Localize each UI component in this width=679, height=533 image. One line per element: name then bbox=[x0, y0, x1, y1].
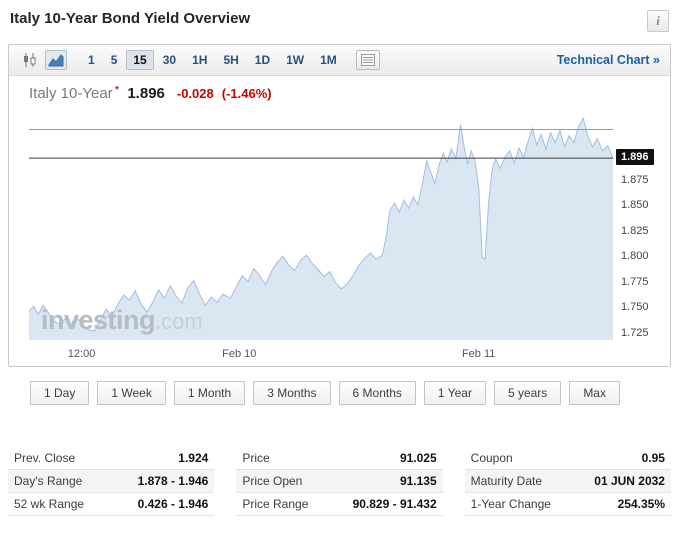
interval-button-1h[interactable]: 1H bbox=[185, 50, 214, 70]
y-axis-label: 1.875 bbox=[621, 173, 649, 186]
quote-row-price: Price 91.025 bbox=[236, 447, 443, 470]
y-axis-label: 1.750 bbox=[621, 301, 649, 314]
x-axis-label: 12:00 bbox=[67, 348, 96, 360]
interval-button-1[interactable]: 1 bbox=[81, 50, 102, 70]
quote-label: 52 wk Range bbox=[14, 497, 85, 511]
chart-type-candlestick-button[interactable] bbox=[19, 50, 41, 70]
technical-chart-link[interactable]: Technical Chart » bbox=[556, 53, 660, 67]
y-axis-label: 1.775 bbox=[621, 275, 649, 288]
y-axis-label: 1.725 bbox=[621, 326, 649, 339]
interval-button-15[interactable]: 15 bbox=[126, 50, 154, 70]
quotes-table: Prev. Close 1.924 Day's Range 1.878 - 1.… bbox=[8, 447, 671, 516]
chart-toolbar: 1 5 15 30 1H 5H 1D 1W 1M Technical Chart… bbox=[9, 45, 670, 76]
quote-row-1-year-change: 1-Year Change 254.35% bbox=[464, 493, 671, 516]
quote-label: Prev. Close bbox=[14, 451, 76, 465]
quote-label: Price bbox=[242, 451, 270, 465]
interval-button-5h[interactable]: 5H bbox=[216, 50, 245, 70]
quote-label: 1-Year Change bbox=[470, 497, 551, 511]
candlestick-icon bbox=[24, 53, 36, 67]
range-button-max[interactable]: Max bbox=[569, 381, 620, 405]
area-chart bbox=[29, 116, 613, 340]
interval-button-1w[interactable]: 1W bbox=[279, 50, 311, 70]
quote-row-days-range: Day's Range 1.878 - 1.946 bbox=[8, 470, 215, 493]
quote-row-price-open: Price Open 91.135 bbox=[236, 470, 443, 493]
quotes-column-2: Price 91.025 Price Open 91.135 Price Ran… bbox=[236, 447, 443, 516]
quote-value: 1.878 - 1.946 bbox=[137, 474, 209, 488]
y-axis-label: 1.850 bbox=[621, 199, 649, 212]
quote-label: Maturity Date bbox=[470, 474, 543, 488]
page-header: Italy 10-Year Bond Yield Overview i bbox=[0, 0, 679, 40]
page-title: Italy 10-Year Bond Yield Overview bbox=[10, 10, 251, 27]
info-icon: i bbox=[656, 13, 660, 28]
range-button-1-day[interactable]: 1 Day bbox=[30, 381, 90, 405]
quote-value: 91.025 bbox=[399, 451, 437, 465]
last-price-badge: 1.896 bbox=[616, 149, 654, 166]
range-button-1-month[interactable]: 1 Month bbox=[173, 381, 246, 405]
watermark-suffix: .com bbox=[155, 309, 203, 334]
quote-label: Day's Range bbox=[14, 474, 83, 488]
quote-value: 0.95 bbox=[641, 451, 665, 465]
quotes-column-3: Coupon 0.95 Maturity Date 01 JUN 2032 1-… bbox=[464, 447, 671, 516]
area-fill bbox=[29, 118, 613, 340]
quote-row-price-range: Price Range 90.829 - 91.432 bbox=[236, 493, 443, 516]
last-price: 1.896 bbox=[127, 85, 165, 102]
quote-value: 91.135 bbox=[399, 474, 437, 488]
quote-row-prev-close: Prev. Close 1.924 bbox=[8, 447, 215, 470]
interval-selector: 1 5 15 30 1H 5H 1D 1W 1M bbox=[81, 50, 346, 70]
quotes-column-1: Prev. Close 1.924 Day's Range 1.878 - 1.… bbox=[8, 447, 215, 516]
instrument-name: Italy 10-Year bbox=[29, 85, 113, 102]
quote-row-coupon: Coupon 0.95 bbox=[464, 447, 671, 470]
realtime-asterisk: * bbox=[114, 83, 120, 97]
price-line bbox=[29, 116, 613, 332]
quote-value: 254.35% bbox=[617, 497, 665, 511]
quote-label: Coupon bbox=[470, 451, 513, 465]
range-button-6-months[interactable]: 6 Months bbox=[338, 381, 416, 405]
x-axis-label: Feb 11 bbox=[461, 348, 496, 360]
info-button[interactable]: i bbox=[647, 10, 669, 32]
quote-value: 1.924 bbox=[178, 451, 209, 465]
quote-label: Price Open bbox=[242, 474, 303, 488]
range-button-5-years[interactable]: 5 years bbox=[493, 381, 562, 405]
chart-widget: 1 5 15 30 1H 5H 1D 1W 1M Technical Chart… bbox=[8, 44, 671, 367]
interval-button-30[interactable]: 30 bbox=[156, 50, 183, 70]
quote-value: 0.426 - 1.946 bbox=[137, 497, 209, 511]
interval-button-5[interactable]: 5 bbox=[104, 50, 125, 70]
area-chart-icon bbox=[48, 54, 64, 67]
y-axis-label: 1.800 bbox=[621, 250, 649, 263]
interval-button-1m[interactable]: 1M bbox=[313, 50, 344, 70]
watermark: investing.com bbox=[41, 305, 203, 336]
y-axis: 1.875 1.850 1.825 1.800 1.775 1.750 1.725 bbox=[621, 108, 671, 340]
chart-plot: investing.com bbox=[29, 108, 613, 340]
settings-icon bbox=[360, 54, 375, 66]
interval-button-1d[interactable]: 1D bbox=[248, 50, 277, 70]
range-button-1-year[interactable]: 1 Year bbox=[423, 381, 486, 405]
quote-row-52wk-range: 52 wk Range 0.426 - 1.946 bbox=[8, 493, 215, 516]
watermark-brand: investing bbox=[41, 305, 156, 335]
quote-value: 90.829 - 91.432 bbox=[352, 497, 437, 511]
chart-type-area-button[interactable] bbox=[45, 50, 67, 70]
quote-row-maturity-date: Maturity Date 01 JUN 2032 bbox=[464, 470, 671, 493]
x-axis: 12:00 Feb 10 Feb 11 bbox=[29, 348, 613, 364]
chart-area: investing.com 1.875 1.850 1.825 1.800 1.775 1… bbox=[9, 104, 670, 366]
chart-header: Italy 10-Year * 1.896 -0.028 (-1.46%) bbox=[9, 76, 670, 104]
price-change: -0.028 bbox=[176, 86, 214, 101]
quote-label: Price Range bbox=[242, 497, 309, 511]
price-change-percent: (-1.46%) bbox=[221, 86, 272, 101]
quote-value: 01 JUN 2032 bbox=[594, 474, 665, 488]
x-axis-label: Feb 10 bbox=[222, 348, 257, 360]
y-axis-label: 1.825 bbox=[621, 224, 649, 237]
range-button-1-week[interactable]: 1 Week bbox=[97, 381, 166, 405]
range-button-3-months[interactable]: 3 Months bbox=[253, 381, 331, 405]
range-selector: 1 Day 1 Week 1 Month 3 Months 6 Months 1… bbox=[30, 381, 679, 405]
chart-settings-button[interactable] bbox=[355, 50, 380, 70]
